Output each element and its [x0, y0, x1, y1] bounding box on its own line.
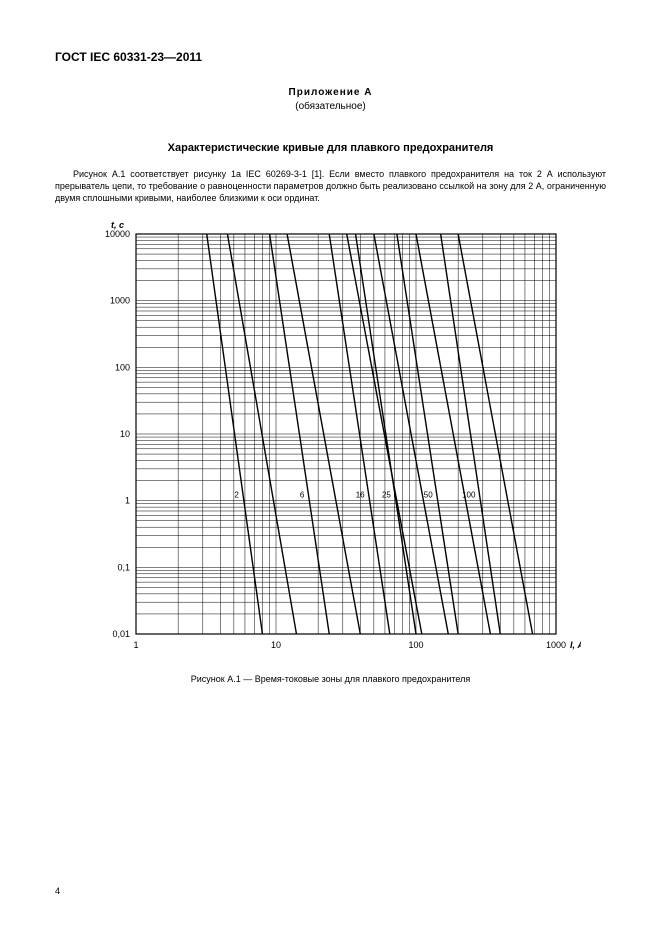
series-label: 2 — [234, 491, 239, 500]
y-tick-label: 0,01 — [112, 629, 130, 639]
y-tick-label: 0,1 — [117, 563, 130, 573]
x-axis-label: I, А — [569, 640, 580, 650]
x-tick-label: 1 — [133, 640, 138, 650]
chart-caption: Рисунок А.1 — Время-токовые зоны для пла… — [55, 674, 606, 684]
series-label: 100 — [462, 491, 476, 500]
y-tick-label: 10000 — [104, 229, 129, 239]
y-axis-label: t, с — [110, 220, 123, 230]
y-tick-label: 100 — [114, 363, 129, 373]
y-tick-label: 10 — [119, 429, 129, 439]
appendix-subtitle: (обязательное) — [55, 100, 606, 114]
x-tick-label: 100 — [408, 640, 423, 650]
fuse-curves-chart: 0,01 0,1 1 10 100 1000 10000 1 10 100 1000 t, с I, А… — [81, 214, 581, 664]
y-tick-label: 1000 — [109, 296, 129, 306]
series-label: 6 — [299, 491, 304, 500]
x-tick-label: 10 — [270, 640, 280, 650]
chart-wrapper: 0,01 0,1 1 10 100 1000 10000 1 10 100 1000 t, с I, А… — [55, 214, 606, 664]
x-tick-label: 1000 — [545, 640, 565, 650]
appendix-block: Приложение А (обязательное) — [55, 86, 606, 114]
document-code: ГОСТ IEC 60331-23—2011 — [55, 50, 606, 64]
series-label: 50 — [423, 491, 432, 500]
series-label: 16 — [355, 491, 364, 500]
page-container: ГОСТ IEC 60331-23—2011 Приложение А (обя… — [0, 0, 661, 936]
page-number: 4 — [55, 886, 60, 896]
section-paragraph: Рисунок А.1 соответствует рисунку 1а IEC… — [55, 168, 606, 204]
section-title: Характеристические кривые для плавкого п… — [55, 142, 606, 154]
appendix-title: Приложение А — [55, 86, 606, 100]
y-tick-label: 1 — [124, 496, 129, 506]
series-label: 25 — [381, 491, 390, 500]
